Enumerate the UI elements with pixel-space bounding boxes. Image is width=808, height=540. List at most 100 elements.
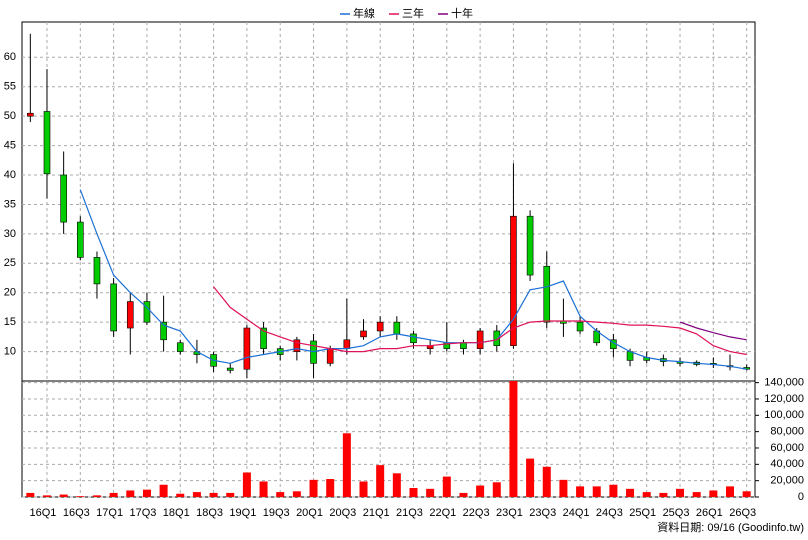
- x-tick-label: 18Q3: [196, 507, 223, 519]
- y-tick-label: 60: [4, 51, 16, 63]
- line-series: [79, 189, 747, 370]
- volume-bar: [492, 482, 501, 497]
- volume-bar: [26, 492, 35, 497]
- volume-bar: [76, 496, 85, 497]
- candle-body: [27, 112, 34, 117]
- volume-bar: [559, 479, 568, 497]
- candle-body: [293, 339, 301, 352]
- x-tick-label: 21Q1: [363, 507, 390, 519]
- volume-bar: [292, 491, 301, 497]
- y2-tick-label: 60,000: [770, 442, 804, 454]
- volume-bar: [626, 488, 635, 497]
- legend-label: 三年: [402, 6, 424, 20]
- volume-bar: [376, 465, 385, 497]
- volume-bar: [159, 484, 168, 497]
- volume-bar: [109, 492, 118, 497]
- x-tick-label: 25Q3: [663, 507, 690, 519]
- candle-body: [526, 215, 534, 276]
- x-tick-label: 21Q3: [396, 507, 423, 519]
- candle-body: [110, 283, 117, 332]
- y2-tick-label: 0: [798, 491, 804, 503]
- y2-tick-label: 20,000: [770, 475, 804, 487]
- volume-bar: [476, 485, 485, 497]
- candle-body: [576, 321, 584, 332]
- candle-body: [143, 301, 151, 323]
- candle-body: [510, 215, 517, 346]
- line-series: [213, 286, 747, 356]
- note: 資料日期: 09/16 (Goodinfo.tw): [657, 520, 804, 534]
- legend-label: 年線: [353, 6, 375, 20]
- x-tick-label: 23Q3: [529, 507, 556, 519]
- x-tick-label: 22Q1: [429, 507, 456, 519]
- y-tick-label: 25: [4, 257, 16, 269]
- candle-body: [60, 174, 67, 223]
- volume-bar: [592, 486, 601, 497]
- y2-tick-label: 40,000: [770, 458, 804, 470]
- x-tick-label: 16Q3: [63, 507, 90, 519]
- legend-label: 十年: [451, 6, 473, 20]
- x-tick-label: 20Q1: [296, 507, 323, 519]
- x-tick-label: 25Q1: [629, 507, 656, 519]
- volume-bar: [126, 490, 135, 497]
- volume-bar: [176, 493, 185, 497]
- volume-bar: [576, 486, 585, 497]
- candle-body: [43, 111, 51, 175]
- candle-body: [77, 221, 84, 258]
- volume-bar: [726, 486, 735, 497]
- x-tick-label: 17Q1: [96, 507, 123, 519]
- candle-body: [226, 367, 234, 371]
- y-tick-label: 20: [4, 287, 16, 299]
- volume-bar: [392, 473, 401, 497]
- volume-bar: [676, 488, 685, 497]
- candle-body: [543, 265, 551, 323]
- volume-bar: [242, 472, 251, 497]
- x-tick-label: 19Q1: [229, 507, 256, 519]
- x-tick-label: 18Q1: [163, 507, 190, 519]
- volume-bar: [709, 490, 718, 497]
- x-tick-label: 24Q1: [563, 507, 590, 519]
- volume-bar: [326, 479, 335, 497]
- y-tick-label: 10: [4, 345, 16, 357]
- y-tick-label: 50: [4, 110, 16, 122]
- volume-bar: [459, 492, 468, 497]
- volume-bar: [342, 433, 351, 497]
- volume-bar: [309, 479, 318, 497]
- x-tick-label: 19Q3: [263, 507, 290, 519]
- candle-body: [376, 321, 384, 332]
- candle-body: [160, 321, 167, 341]
- candle-body: [460, 342, 467, 349]
- y2-tick-label: 80,000: [770, 426, 804, 438]
- candle-body: [410, 333, 417, 344]
- x-tick-label: 17Q3: [129, 507, 156, 519]
- volume-bar: [742, 491, 751, 497]
- volume-bar: [609, 484, 618, 497]
- candle-body: [326, 348, 334, 364]
- x-tick-label: 20Q3: [329, 507, 356, 519]
- candle-body: [260, 327, 267, 349]
- volume-bar: [209, 492, 218, 497]
- y-tick-label: 55: [4, 81, 16, 93]
- volume-bar: [526, 458, 535, 497]
- volume-bar: [259, 481, 268, 497]
- volume-bar: [642, 492, 651, 497]
- volume-bar: [542, 466, 551, 497]
- y-tick-label: 15: [4, 316, 16, 328]
- volume-bar: [692, 492, 701, 497]
- candle-body: [93, 257, 101, 285]
- candle-body: [343, 339, 351, 349]
- x-tick-label: 22Q3: [463, 507, 490, 519]
- candle-body: [176, 342, 184, 352]
- plot-frame: [21, 21, 756, 498]
- volume-bar: [142, 489, 151, 497]
- line-series: [679, 321, 747, 341]
- volume-bar: [59, 494, 68, 497]
- y2-tick-label: 100,000: [764, 409, 804, 421]
- y-tick-label: 45: [4, 139, 16, 151]
- x-tick-label: 24Q3: [596, 507, 623, 519]
- y2-tick-label: 140,000: [764, 377, 804, 389]
- x-tick-label: 23Q1: [496, 507, 523, 519]
- volume-bar: [359, 481, 368, 497]
- volume-bar: [426, 488, 435, 497]
- volume-bar: [659, 492, 668, 497]
- y-tick-label: 40: [4, 169, 16, 181]
